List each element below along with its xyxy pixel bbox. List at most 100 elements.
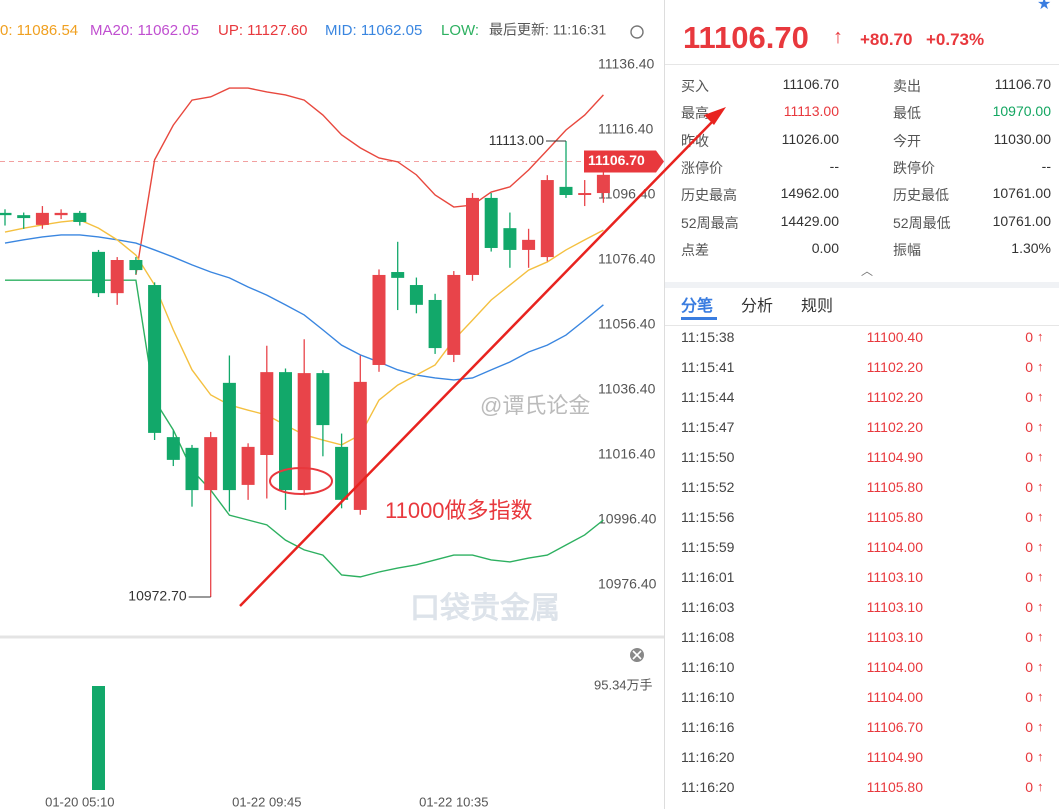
candle-body	[391, 272, 405, 278]
quote-value: 10761.00	[992, 185, 1051, 202]
y-tick-label: 11116.40	[598, 121, 653, 137]
star-icon[interactable]: ★	[1037, 0, 1052, 13]
refresh-icon[interactable]	[630, 25, 644, 39]
collapse-icon[interactable]: ︿	[861, 264, 874, 278]
trade-arrow: ↑	[1037, 719, 1044, 734]
trade-arrow: ↑	[1037, 569, 1044, 584]
candle-body	[92, 251, 105, 294]
candle-body	[54, 212, 68, 216]
trade-arrow: ↑	[1037, 329, 1044, 344]
quote-value: 10761.00	[992, 212, 1051, 229]
candle-body	[466, 197, 479, 275]
trade-price: 11104.90	[866, 449, 923, 465]
divider	[665, 64, 1059, 65]
candle-body	[0, 212, 12, 216]
candle-body	[447, 274, 461, 355]
quote-label: 52周最低	[893, 214, 951, 231]
trade-price: 11103.10	[866, 629, 923, 645]
volume-tick-label: 95.34万手	[594, 677, 653, 692]
divider	[665, 282, 1059, 288]
trade-price: 11104.00	[866, 659, 923, 675]
trade-price: 11105.80	[866, 509, 923, 525]
trade-arrow: ↑	[1037, 479, 1044, 494]
quote-label: 点差	[681, 241, 709, 258]
candle-body	[73, 212, 87, 222]
candle-body	[559, 186, 573, 195]
trade-volume: 0	[1025, 749, 1033, 765]
candle-body	[316, 373, 330, 426]
trade-time: 11:15:44	[681, 389, 735, 405]
trade-price: 11103.10	[866, 569, 923, 585]
tab[interactable]: 分笔	[681, 298, 714, 315]
low-marker-label: 10972.70	[128, 588, 187, 604]
trade-time: 11:16:10	[681, 689, 735, 705]
annotation: 11000做多指数	[385, 498, 533, 523]
trade-price: 11102.20	[866, 419, 923, 435]
candle-body	[578, 193, 592, 195]
candle-body	[484, 197, 498, 248]
trade-time: 11:15:47	[681, 419, 735, 435]
trade-arrow: ↑	[1037, 689, 1044, 704]
up-arrow: ↑	[833, 26, 843, 48]
quote-value: 11113.00	[783, 103, 839, 120]
x-tick-label: 01-22 09:45	[232, 794, 301, 809]
y-tick-label: 11016.40	[598, 446, 656, 462]
tab-underline	[681, 317, 717, 320]
trade-volume: 0	[1025, 419, 1033, 435]
candle-body	[222, 382, 236, 491]
trade-volume: 0	[1025, 449, 1033, 465]
indicator-label: MA20: 11062.05	[90, 22, 199, 39]
quote-value: 10970.00	[992, 103, 1051, 120]
quote-label: 最低	[893, 105, 921, 122]
chart: 0: 11086.54 MA20: 11062.05 UP: 11127.60 MID…	[0, 21, 664, 809]
trade-time: 11:16:20	[681, 749, 735, 765]
trade-arrow: ↑	[1037, 359, 1044, 374]
trade-price: 11106.70	[866, 719, 923, 735]
watermark: @谭氏论金	[480, 393, 590, 418]
trade-volume: 0	[1025, 779, 1033, 795]
candle-body	[110, 260, 124, 294]
trade-volume: 0	[1025, 329, 1033, 345]
quote-panel: 11106.70 ↑ +80.70 +0.73% ★ ︿ 买入 11106.70 卖…	[664, 0, 1059, 809]
trade-time: 11:15:50	[681, 449, 735, 465]
quote-value: 11106.70	[994, 76, 1051, 92]
trade-arrow: ↑	[1037, 389, 1044, 404]
candle-body	[185, 447, 199, 491]
quote-value: 11026.00	[781, 130, 839, 147]
y-tick-label: 11076.40	[598, 251, 656, 267]
quote-label: 振幅	[893, 241, 921, 258]
trade-time: 11:15:38	[681, 329, 735, 345]
x-tick-label: 01-20 05:10	[45, 794, 114, 809]
indicator-label: MID: 11062.05	[325, 22, 422, 39]
candle-body	[596, 174, 610, 194]
trade-time: 11:15:52	[681, 479, 735, 495]
trade-volume: 0	[1025, 539, 1033, 555]
quote-value: 1.30%	[1011, 239, 1051, 256]
trade-arrow: ↑	[1037, 509, 1044, 524]
trade-price: 11103.10	[866, 599, 923, 615]
y-tick-label: 11056.40	[598, 316, 656, 332]
tab[interactable]: 分析	[741, 298, 774, 315]
trade-volume: 0	[1025, 359, 1033, 375]
quote-value: 11106.70	[782, 76, 839, 92]
change-percent: +0.73%	[926, 30, 985, 49]
trade-time: 11:15:59	[681, 539, 735, 555]
quote-value: 0.00	[811, 239, 839, 256]
quote-value: 14962.00	[780, 185, 839, 202]
trade-arrow: ↑	[1037, 599, 1044, 614]
y-tick-label: 10996.40	[598, 511, 657, 527]
candle-body	[522, 239, 536, 250]
quote-label: 今开	[893, 132, 921, 149]
indicator-label: 0: 11086.54	[0, 22, 78, 39]
candle-body	[129, 260, 143, 271]
trade-price: 11102.20	[866, 359, 923, 375]
trade-arrow: ↑	[1037, 539, 1044, 554]
tab[interactable]: 规则	[801, 298, 834, 315]
trade-volume: 0	[1025, 509, 1033, 525]
candle-body	[148, 285, 162, 433]
trade-volume: 0	[1025, 689, 1033, 705]
quote-value: --	[1041, 157, 1051, 174]
quote-value: 11030.00	[993, 130, 1051, 147]
y-tick-label: 11136.40	[598, 56, 655, 72]
candle-body	[204, 437, 218, 491]
